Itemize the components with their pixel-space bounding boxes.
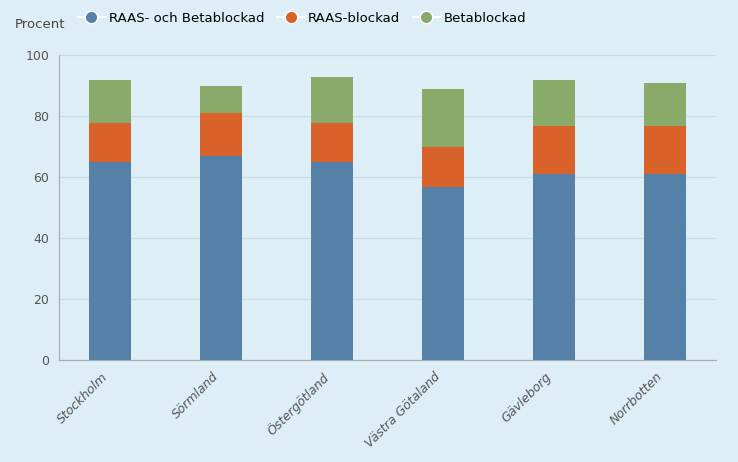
Bar	[644, 174, 686, 360]
Bar	[422, 187, 464, 360]
Bar	[533, 126, 575, 174]
Bar	[200, 86, 242, 113]
Bar	[311, 77, 353, 122]
Bar	[200, 156, 242, 360]
Bar	[311, 162, 353, 360]
Text: Procent: Procent	[15, 18, 65, 31]
Bar	[644, 83, 686, 126]
Bar	[644, 126, 686, 174]
Bar	[422, 89, 464, 147]
Legend: RAAS- och Betablockad, RAAS-blockad, Betablockad: RAAS- och Betablockad, RAAS-blockad, Bet…	[73, 6, 531, 30]
Bar	[89, 80, 131, 122]
Bar	[89, 122, 131, 162]
Bar	[311, 122, 353, 162]
Bar	[200, 113, 242, 156]
Bar	[89, 162, 131, 360]
Bar	[422, 147, 464, 187]
Bar	[533, 174, 575, 360]
Bar	[533, 80, 575, 126]
